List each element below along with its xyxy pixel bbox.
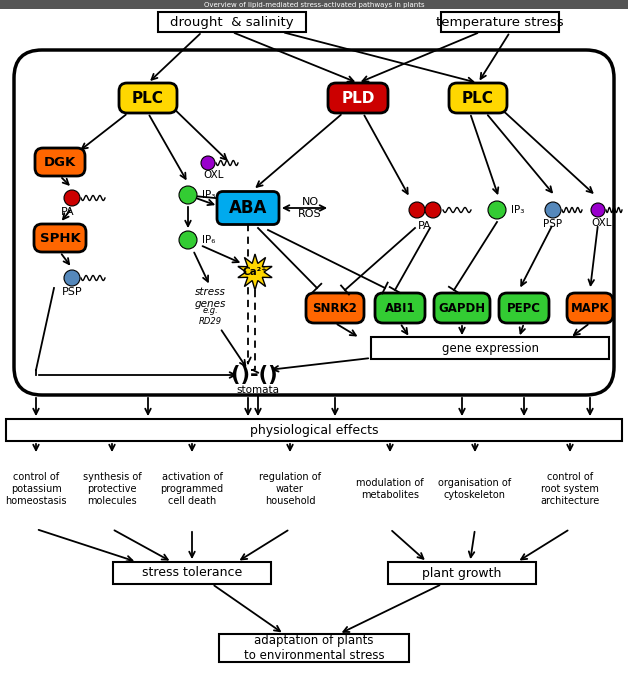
Text: temperature stress: temperature stress [436,16,564,29]
Bar [0,0,628,9]
Text: PSP: PSP [62,287,82,297]
FancyBboxPatch shape [14,50,614,395]
FancyBboxPatch shape [375,293,425,323]
FancyBboxPatch shape [328,83,388,113]
Text: organisation of
cytoskeleton: organisation of cytoskeleton [438,478,512,500]
Text: PEPC: PEPC [507,301,541,314]
Text: gene expression: gene expression [441,342,538,355]
Bar [371,337,609,359]
Circle shape [64,190,80,206]
Text: activation of
programmed
cell death: activation of programmed cell death [160,473,224,506]
Text: Ca²⁺: Ca²⁺ [242,267,268,277]
Polygon shape [238,254,272,290]
Text: stomata: stomata [237,385,279,395]
FancyBboxPatch shape [34,224,86,252]
Text: PLD: PLD [341,90,375,105]
Text: OXL: OXL [203,170,224,180]
Bar [441,12,559,32]
Bar [158,12,306,32]
Text: e.g.
RD29: e.g. RD29 [198,306,222,325]
Text: NO
ROS: NO ROS [298,197,322,219]
Text: stress tolerance: stress tolerance [142,566,242,580]
Text: PSP: PSP [543,219,563,229]
FancyBboxPatch shape [306,293,364,323]
Text: synthesis of
protective
molecules: synthesis of protective molecules [83,473,141,506]
FancyBboxPatch shape [119,83,177,113]
Text: SNRK2: SNRK2 [313,301,357,314]
Text: Overview of lipid-mediated stress-activated pathways in plants: Overview of lipid-mediated stress-activa… [203,1,425,8]
Circle shape [201,156,215,170]
Bar [219,634,409,662]
Text: stress
genes: stress genes [194,287,225,309]
Text: DGK: DGK [44,155,76,169]
Text: regulation of
water
household: regulation of water household [259,473,321,506]
Text: OXL: OXL [592,218,612,228]
Text: drought  & salinity: drought & salinity [170,16,294,29]
Text: PLC: PLC [132,90,164,105]
FancyBboxPatch shape [449,83,507,113]
Circle shape [179,231,197,249]
Text: control of
potassium
homeostasis: control of potassium homeostasis [5,473,67,506]
Text: ()-(): ()-() [231,365,285,385]
Circle shape [591,203,605,217]
Text: ABI1: ABI1 [385,301,415,314]
Text: control of
root system
architecture: control of root system architecture [540,473,600,506]
Text: SPHK: SPHK [40,232,80,245]
Text: plant growth: plant growth [422,566,502,580]
Circle shape [488,201,506,219]
Text: PLC: PLC [462,90,494,105]
Text: MAPK: MAPK [571,301,609,314]
Circle shape [425,202,441,218]
Bar [388,562,536,584]
FancyBboxPatch shape [217,192,279,225]
Text: adaptation of plants
to environmental stress: adaptation of plants to environmental st… [244,634,384,662]
FancyBboxPatch shape [434,293,490,323]
Text: GAPDH: GAPDH [438,301,485,314]
Text: PA: PA [418,221,432,231]
Text: PA: PA [61,207,75,217]
Circle shape [179,186,197,204]
Text: ABA: ABA [229,199,267,217]
FancyBboxPatch shape [567,293,613,323]
FancyBboxPatch shape [499,293,549,323]
Text: modulation of
metabolites: modulation of metabolites [356,478,424,500]
Circle shape [409,202,425,218]
Circle shape [545,202,561,218]
Circle shape [64,270,80,286]
FancyBboxPatch shape [35,148,85,176]
Text: physiological effects: physiological effects [250,423,378,436]
Bar [113,562,271,584]
Text: IP₃: IP₃ [202,190,215,200]
Text: IP₆: IP₆ [202,235,215,245]
Text: IP₃: IP₃ [511,205,524,215]
Bar [6,419,622,441]
